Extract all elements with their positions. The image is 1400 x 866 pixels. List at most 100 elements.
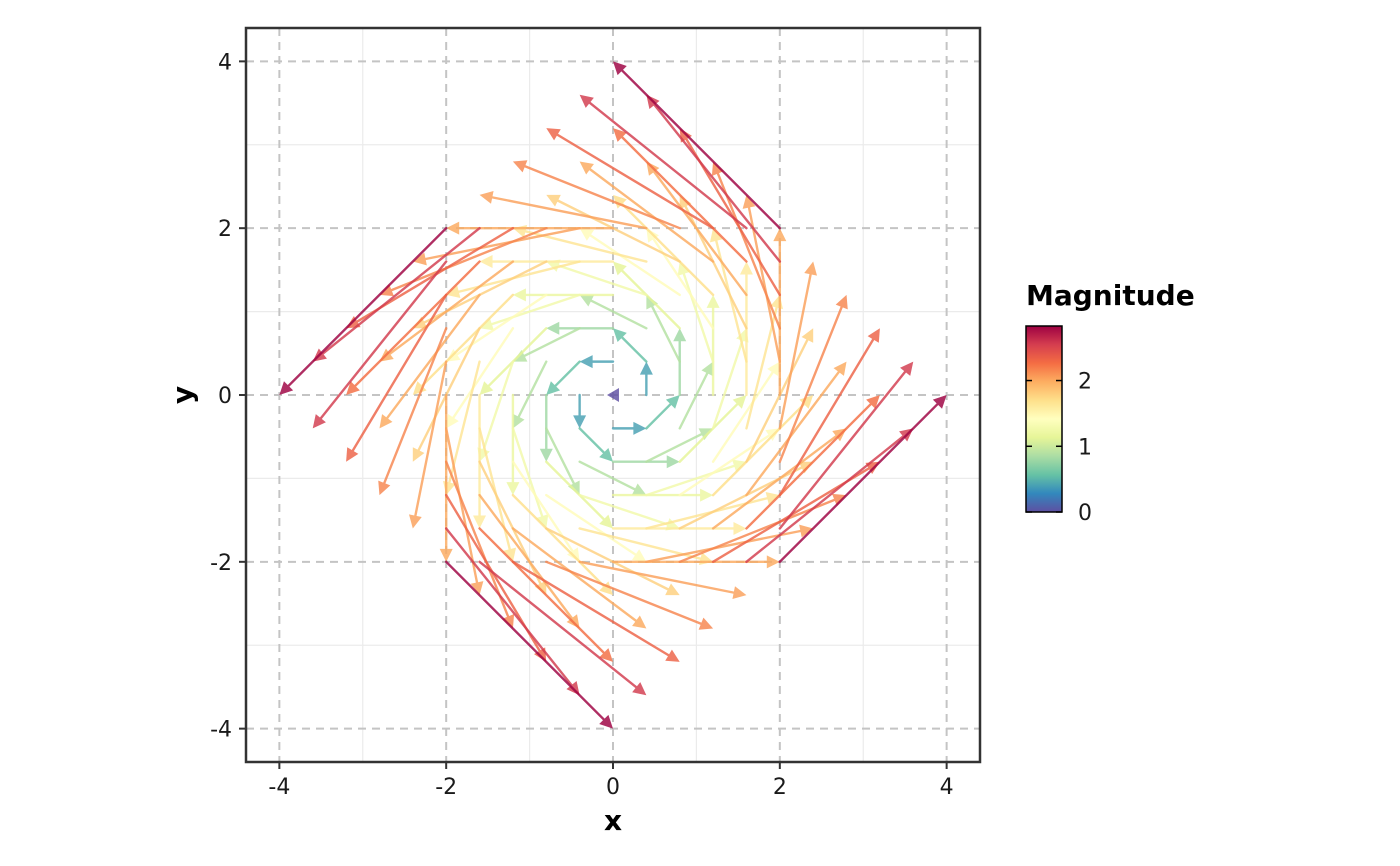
vector-arrow (579, 228, 681, 297)
vector-arrow (645, 395, 680, 430)
vector-arrow (706, 294, 720, 397)
vector-arrow (512, 360, 548, 429)
y-axis-title: y (166, 386, 199, 404)
x-tick-label: 4 (940, 775, 954, 800)
vector-arrow (578, 560, 747, 600)
vector-arrow (478, 560, 647, 696)
x-axis-title: x (604, 804, 622, 837)
x-tick-label: 0 (606, 775, 620, 800)
vector-arrow (378, 327, 448, 496)
vector-arrow (412, 293, 515, 395)
vector-arrow (546, 321, 615, 335)
vector-arrow (645, 459, 747, 497)
vector-arrow (578, 460, 647, 496)
axis-layer: -4 -2 0 2 4 -4 -2 0 2 4 (210, 50, 954, 800)
vector-arrow (545, 527, 680, 596)
vector-arrow (545, 460, 613, 529)
vector-arrow (579, 294, 648, 330)
vector-arrow (545, 493, 647, 562)
vector-arrow (512, 288, 615, 302)
vector-arrow (573, 393, 587, 429)
vector-arrow (613, 61, 782, 230)
vector-arrow (745, 395, 880, 530)
vector-arrow (742, 194, 782, 363)
vector-arrow (478, 427, 517, 562)
vector-arrow (678, 361, 714, 430)
vector-arrow (611, 488, 714, 502)
vector-arrow (578, 527, 714, 565)
vector-arrow (711, 361, 780, 463)
vector-arrow (711, 395, 814, 497)
vector-arrow (444, 427, 484, 596)
vector-arrow (673, 328, 687, 397)
vector-arrow (578, 427, 613, 462)
vector-arrow (379, 293, 481, 429)
vector-arrow (511, 560, 680, 662)
vector-arrow (613, 194, 715, 297)
vector-arrow (512, 225, 648, 263)
y-tick-label: -4 (210, 718, 232, 743)
vector-arrow (446, 221, 615, 235)
vector-arrow (546, 259, 648, 297)
vector-arrow (446, 327, 515, 429)
x-tick-label: 2 (773, 775, 787, 800)
vector-arrow (279, 226, 448, 395)
vector-arrow (745, 361, 847, 497)
y-tick-label: 0 (218, 384, 232, 409)
vector-arrow (639, 361, 653, 397)
vector-arrow (678, 395, 747, 463)
vector-arrow (479, 327, 548, 395)
vector-arrow (511, 427, 549, 529)
legend-tick-label: 0 (1078, 501, 1092, 526)
vector-arrow (412, 327, 481, 462)
vector-arrow (444, 460, 515, 629)
legend-tick-label: 2 (1078, 370, 1092, 395)
vector-arrow (611, 455, 680, 469)
y-tick-label: 4 (218, 50, 232, 75)
vector-arrow (512, 327, 581, 362)
vector-arrow (778, 328, 880, 497)
vector-arrow (443, 360, 481, 496)
x-tick-label: -2 (435, 775, 457, 800)
vector-arrow (312, 260, 448, 429)
vector-arrow (778, 294, 848, 463)
vector-arrow (611, 421, 647, 435)
vector-arrow (439, 393, 453, 562)
vector-arrow (677, 261, 715, 363)
vector-arrow (546, 360, 581, 395)
legend-colorbar (1025, 325, 1063, 513)
vector-arrow (346, 260, 481, 395)
vector-arrow (711, 161, 782, 330)
vector-arrow (539, 393, 553, 462)
vector-arrow (578, 493, 680, 531)
vector-arrow (645, 491, 780, 530)
vector-arrow (346, 293, 448, 462)
x-tick-label: -4 (268, 775, 290, 800)
vector-arrow (579, 355, 615, 369)
vector-arrow (444, 560, 613, 729)
color-legend: Magnitude 0 1 2 (1025, 279, 1195, 526)
vector-arrow (379, 226, 548, 297)
y-tick-label: -2 (210, 551, 232, 576)
vector-arrow (545, 560, 714, 630)
vector-arrow (613, 328, 648, 363)
vector-arrow (412, 226, 581, 266)
vector-arrow (613, 261, 681, 330)
vector-arrow (645, 524, 814, 564)
vector-arrow (408, 360, 448, 529)
vector-arrow (545, 427, 580, 496)
vector-arrow (607, 388, 619, 402)
vector-arrow (611, 555, 780, 569)
legend-ticks: 0 1 2 (1026, 370, 1092, 526)
vector-arrow (778, 395, 947, 564)
legend-title: Magnitude (1026, 279, 1195, 312)
vector-arrow (745, 294, 783, 430)
vector-arrow (778, 361, 914, 530)
vector-arrow (773, 228, 787, 397)
vector-arrow (446, 260, 581, 299)
vector-arrow (579, 94, 748, 230)
vector-arrow (511, 527, 647, 629)
vector-arrow (546, 128, 715, 230)
vector-arrow (546, 194, 681, 263)
legend-tick-label: 1 (1078, 435, 1092, 460)
